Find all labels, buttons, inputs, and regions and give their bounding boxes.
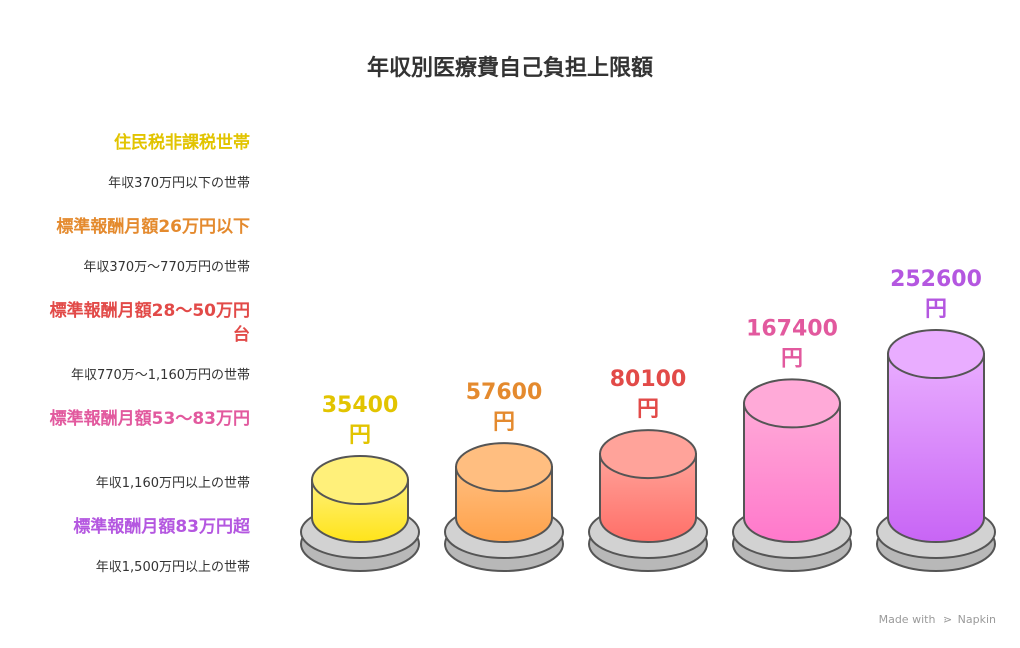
napkin-brand: Napkin (957, 613, 996, 626)
unit-label: 円 (349, 423, 371, 448)
legend-title-3: 標準報酬月額28〜50万円台 (49, 301, 250, 345)
bar-2: 57600 円 (444, 380, 564, 572)
value-label: 35400 (322, 393, 399, 418)
value-label: 57600 (466, 380, 543, 405)
bar-3: 80100 円 (588, 367, 708, 572)
legend-desc-4: 年収1,160万円以上の世帯 (95, 476, 250, 491)
chart-title: 年収別医療費自己負担上限額 (366, 56, 653, 81)
value-label: 80100 (610, 367, 687, 392)
bar-body (887, 353, 985, 543)
made-with-text: Made with (878, 613, 936, 626)
bar-top (311, 455, 409, 505)
bar-top (599, 429, 697, 480)
bar-top (455, 442, 553, 493)
value-label: 252600 (890, 267, 982, 292)
napkin-logo-icon: ⋗ (942, 613, 953, 626)
legend-desc-1: 年収370万円以下の世帯 (108, 176, 250, 191)
legend-title-2: 標準報酬月額26万円以下 (56, 217, 250, 237)
legend-title-5: 標準報酬月額83万円超 (73, 517, 250, 537)
legend-title-1: 住民税非課税世帯 (114, 133, 250, 153)
bar-1: 35400 円 (300, 393, 420, 572)
bar-top (887, 329, 985, 379)
bar-body (743, 402, 841, 543)
bar-top (743, 378, 841, 429)
unit-label: 円 (493, 410, 515, 435)
bar-body (599, 453, 697, 543)
bar-4: 167400 円 (732, 316, 852, 572)
bar-5: 252600 円 (876, 267, 996, 572)
napkin-watermark: Made with ⋗ Napkin (879, 613, 996, 626)
value-label: 167400 (746, 316, 838, 341)
legend-desc-3: 年収770万〜1,160万円の世帯 (70, 368, 250, 383)
unit-label: 円 (925, 297, 947, 322)
unit-label: 円 (637, 397, 659, 422)
unit-label: 円 (781, 346, 803, 371)
legend-desc-5: 年収1,500万円以上の世帯 (95, 560, 250, 575)
legend-desc-2: 年収370万〜770万円の世帯 (83, 260, 250, 275)
legend-title-4: 標準報酬月額53〜83万円 (49, 409, 250, 429)
